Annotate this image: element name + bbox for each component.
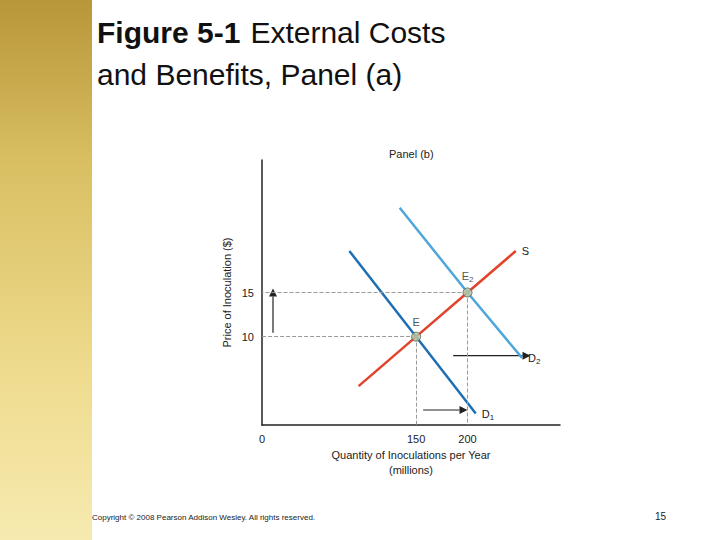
svg-text:150: 150	[407, 433, 425, 445]
svg-text:0: 0	[259, 433, 265, 445]
svg-text:2: 2	[469, 275, 474, 284]
svg-text:(millions): (millions)	[389, 464, 433, 476]
svg-text:Price of Inoculation ($): Price of Inoculation ($)	[221, 237, 233, 347]
svg-text:2: 2	[536, 357, 541, 366]
svg-text:Quantity of Inoculations per Y: Quantity of Inoculations per Year	[332, 449, 491, 461]
svg-text:10: 10	[242, 331, 254, 343]
html-text:15: 15	[655, 511, 667, 522]
svg-text:D: D	[482, 408, 490, 420]
html-text:Copyright © 2008 Pearson Addis: Copyright © 2008 Pearson Addison Wesley.…	[92, 513, 315, 522]
svg-text:D: D	[528, 352, 536, 364]
svg-text:S: S	[522, 245, 529, 257]
html-text:Figure 5-1 External Costs and: Figure 5-1 External Costs and Benefits, …	[97, 16, 446, 91]
svg-text:E: E	[412, 316, 419, 328]
svg-text:1: 1	[490, 413, 495, 422]
svg-text:15: 15	[242, 287, 254, 299]
svg-text:Panel (b): Panel (b)	[389, 148, 434, 160]
svg-text:200: 200	[458, 433, 476, 445]
svg-text:E: E	[462, 270, 469, 282]
